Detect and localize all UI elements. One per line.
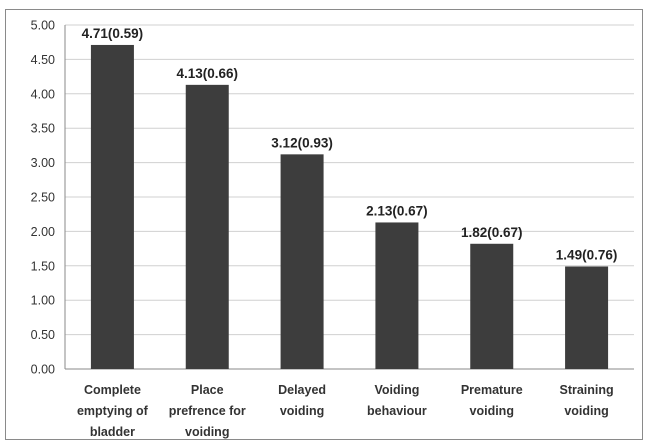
y-tick-label: 4.00 xyxy=(31,87,55,101)
y-tick-label: 5.00 xyxy=(31,19,55,33)
y-tick-label: 3.00 xyxy=(31,156,55,170)
x-category-label: prefrence for xyxy=(169,404,246,418)
x-category-label: Voiding xyxy=(374,383,419,397)
bar xyxy=(375,222,419,369)
bar xyxy=(470,243,514,369)
x-category-label: voiding xyxy=(185,425,229,439)
bar xyxy=(565,266,609,369)
x-category-label: voiding xyxy=(564,404,608,418)
x-category-label: bladder xyxy=(90,425,135,439)
y-tick-label: 2.50 xyxy=(31,191,55,205)
x-category-label: Premature xyxy=(461,383,523,397)
y-tick-label: 0.00 xyxy=(31,363,55,377)
x-category-label: Straining xyxy=(559,383,613,397)
data-label: 4.13(0.66) xyxy=(176,66,238,81)
x-category-label: behaviour xyxy=(367,404,427,418)
x-category-label: voiding xyxy=(470,404,514,418)
x-category-label: voiding xyxy=(280,404,324,418)
data-label: 1.82(0.67) xyxy=(461,225,523,240)
x-category-label: emptying of xyxy=(77,404,149,418)
y-tick-label: 4.50 xyxy=(31,53,55,67)
y-tick-label: 1.00 xyxy=(31,294,55,308)
y-tick-label: 3.50 xyxy=(31,122,55,136)
data-label: 4.71(0.59) xyxy=(82,26,144,41)
data-label: 2.13(0.67) xyxy=(366,203,428,218)
x-category-label: Delayed xyxy=(278,383,326,397)
data-label: 1.49(0.76) xyxy=(556,247,618,262)
bar xyxy=(90,44,134,370)
bar xyxy=(185,84,229,369)
y-tick-label: 1.50 xyxy=(31,259,55,273)
data-label: 3.12(0.93) xyxy=(271,135,333,150)
y-tick-label: 2.00 xyxy=(31,225,55,239)
x-category-label: Complete xyxy=(84,383,141,397)
x-category-label: Place xyxy=(191,383,224,397)
bar xyxy=(280,154,324,369)
y-tick-label: 0.50 xyxy=(31,328,55,342)
